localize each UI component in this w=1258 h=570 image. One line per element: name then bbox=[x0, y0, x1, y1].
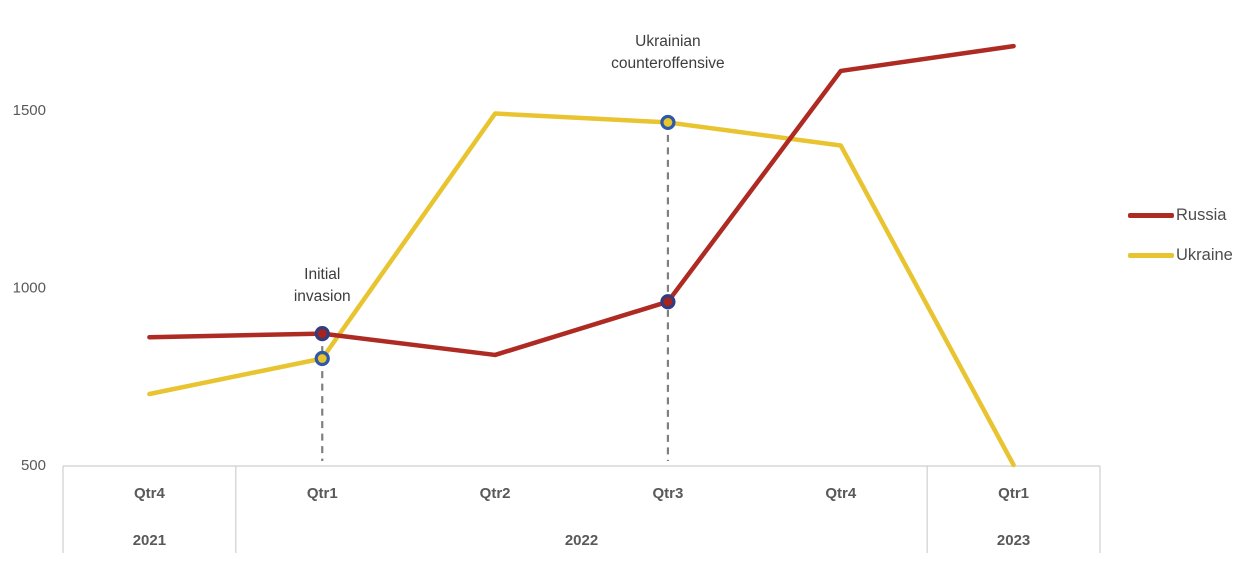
x-axis-quarter-label: Qtr3 bbox=[652, 485, 683, 502]
x-axis-year-label: 2023 bbox=[997, 532, 1030, 549]
legend-line-swatch bbox=[1128, 213, 1174, 218]
russia-line bbox=[147, 43, 1016, 358]
legend-line-swatch bbox=[1128, 253, 1174, 258]
legend: Russia Ukraine bbox=[1128, 203, 1233, 268]
y-tick-label: 1500 bbox=[13, 102, 46, 119]
y-tick-label: 1000 bbox=[13, 280, 46, 297]
annotation-line2: invasion bbox=[293, 288, 351, 305]
x-axis-year-label: 2022 bbox=[565, 532, 598, 549]
legend-item-russia: Russia bbox=[1128, 203, 1233, 228]
annotation-label: Ukrainian counteroffensive bbox=[611, 31, 724, 75]
annotation-label: Initial invasion bbox=[294, 264, 351, 308]
ukraine-data-point-marker bbox=[314, 350, 330, 367]
ukraine-data-point-marker bbox=[660, 114, 676, 131]
x-axis-quarter-label: Qtr4 bbox=[825, 485, 857, 502]
annotation-line2: counteroffensive bbox=[611, 55, 725, 72]
legend-item-ukraine: Ukraine bbox=[1128, 243, 1233, 268]
ukraine-line bbox=[147, 111, 1016, 468]
russia-data-point-marker bbox=[314, 326, 330, 342]
annotation-line1: Initial bbox=[304, 266, 341, 283]
x-axis-quarter-label: Qtr1 bbox=[998, 485, 1029, 502]
x-axis-quarter-label: Qtr2 bbox=[480, 485, 511, 502]
x-axis-quarter-label: Qtr4 bbox=[134, 485, 166, 502]
x-axis-year-label: 2021 bbox=[133, 532, 166, 549]
annotation-line1: Ukrainian bbox=[635, 33, 701, 50]
y-tick-label: 500 bbox=[21, 457, 46, 474]
x-axis-quarter-label: Qtr1 bbox=[307, 485, 338, 502]
russia-data-point-marker bbox=[660, 294, 676, 310]
legend-label: Ukraine bbox=[1176, 246, 1233, 264]
legend-label: Russia bbox=[1176, 206, 1227, 224]
